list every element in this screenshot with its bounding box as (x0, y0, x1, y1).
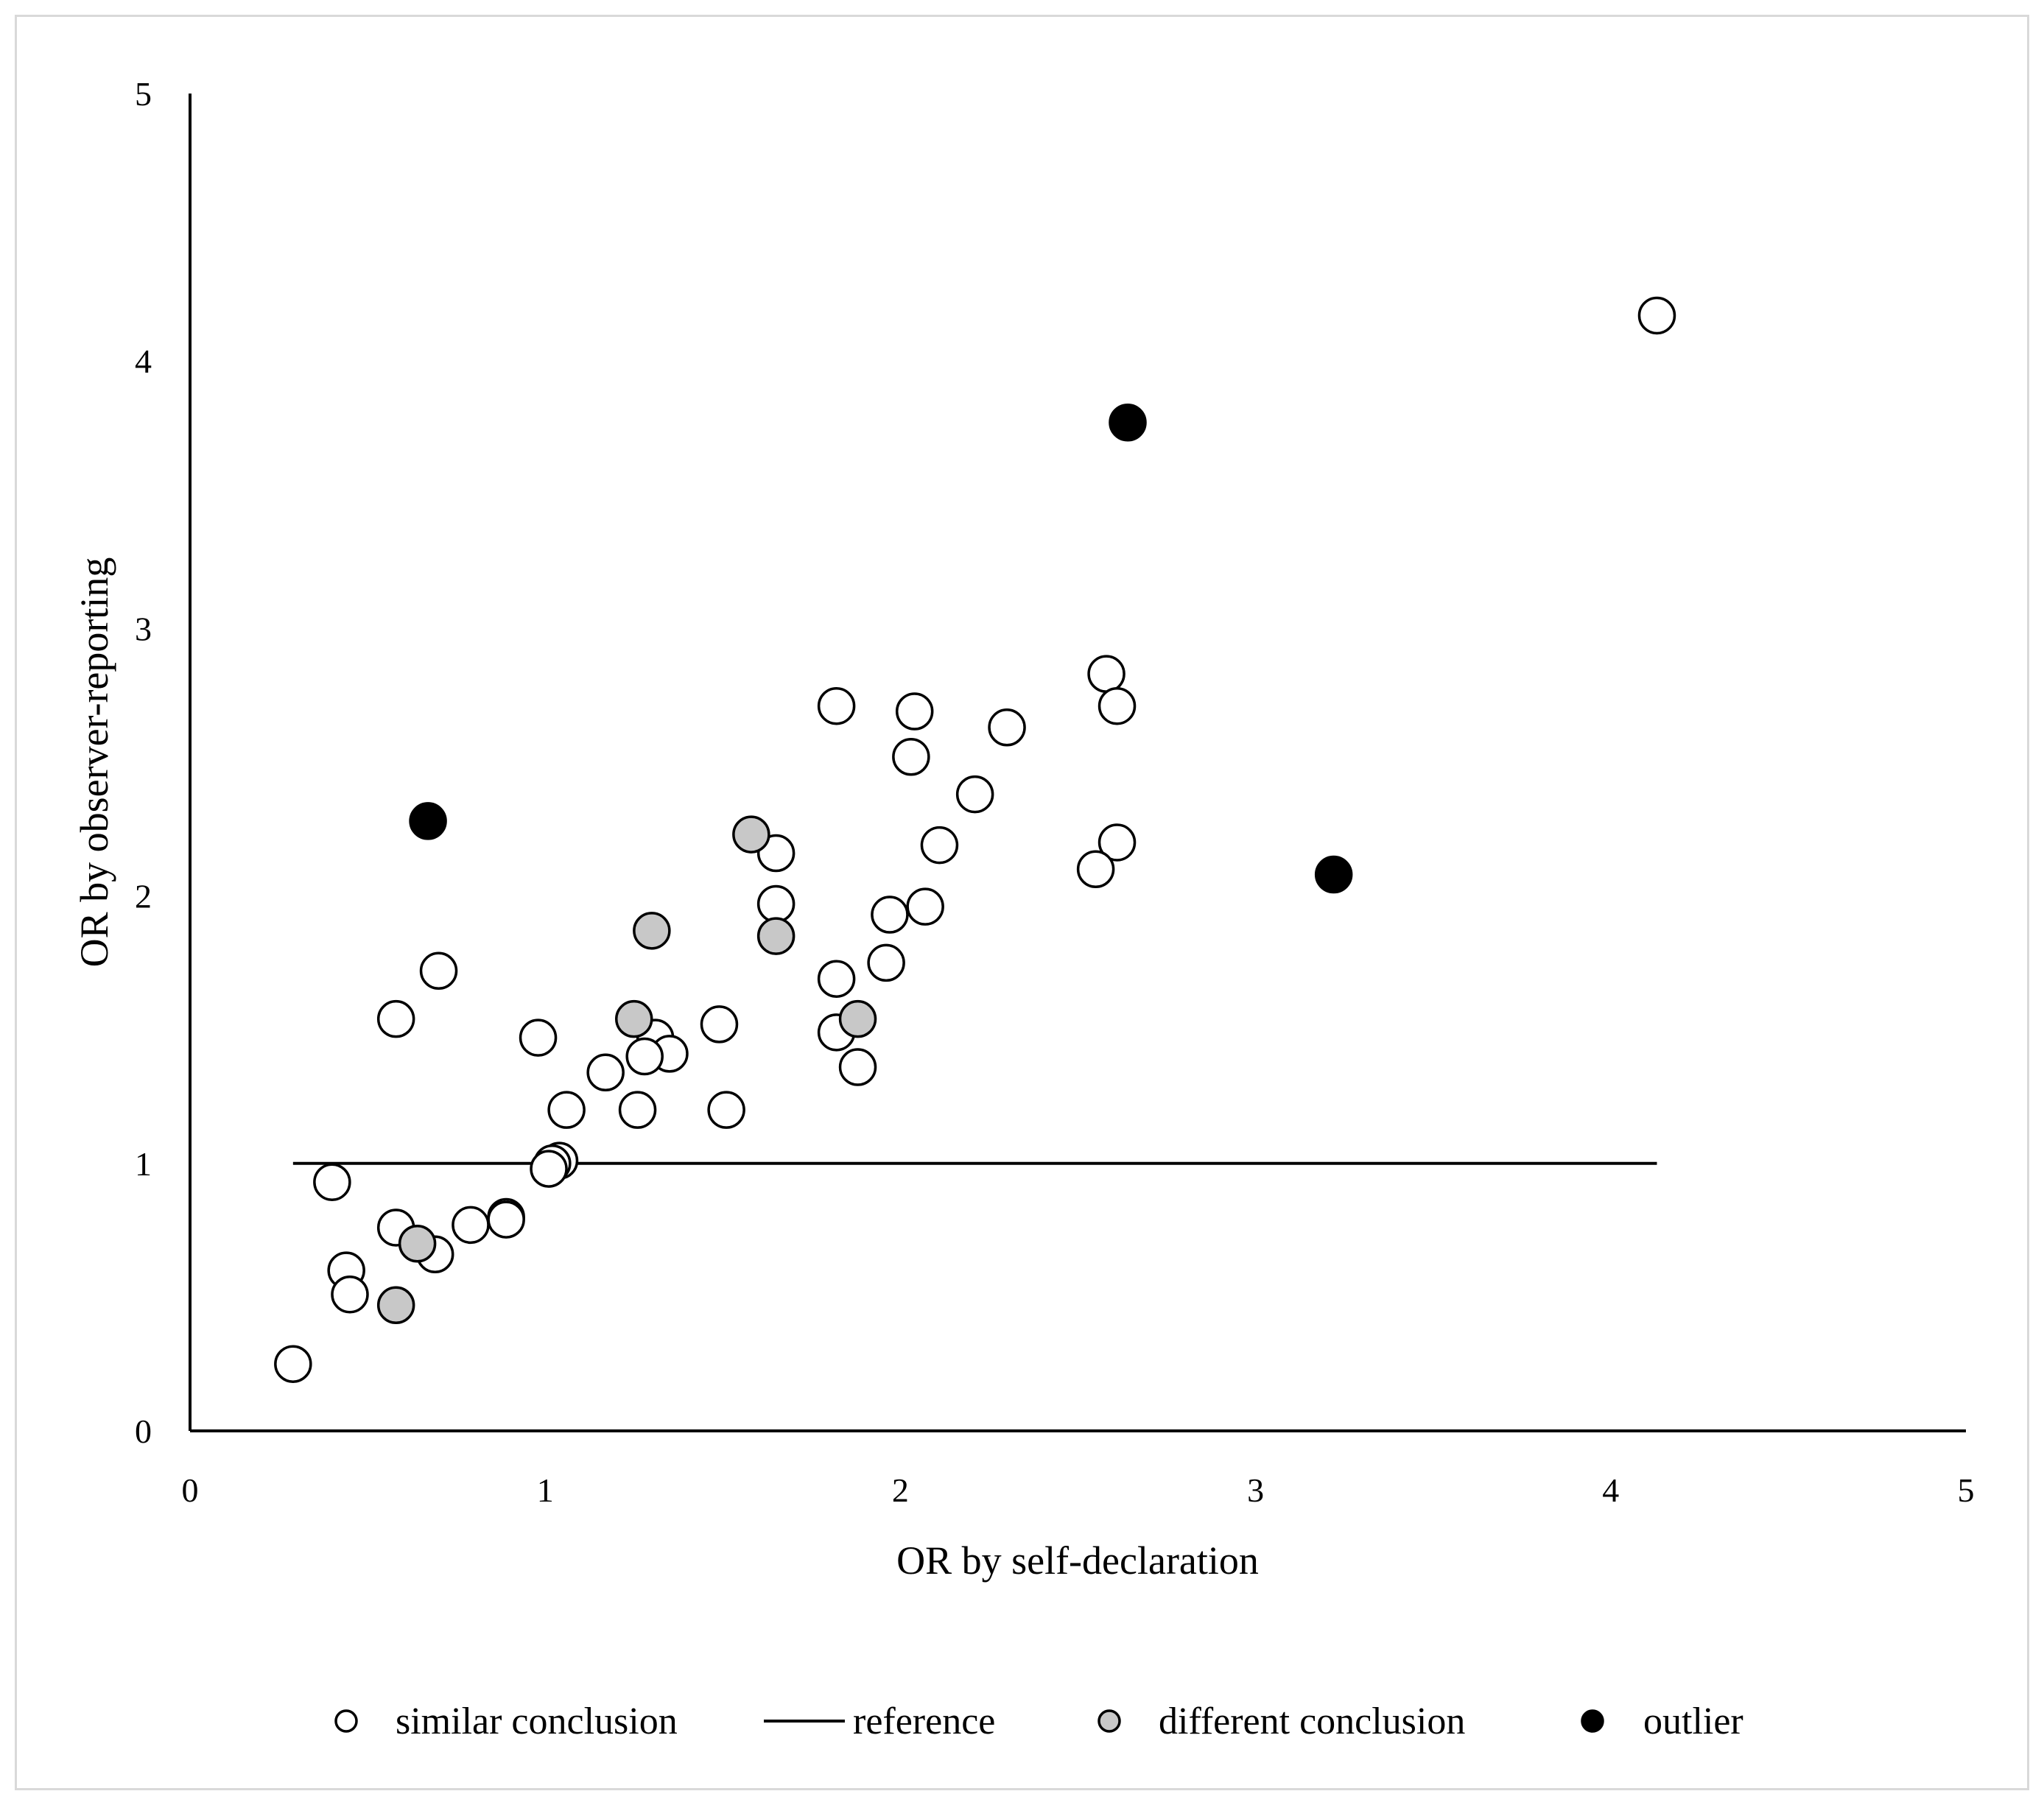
point-different-conclusion (838, 999, 877, 1038)
point-similar-conclusion (871, 896, 909, 934)
axes (189, 94, 1966, 1432)
point-similar-conclusion (920, 826, 959, 865)
point-different-conclusion (376, 1286, 415, 1325)
point-different-conclusion (633, 912, 671, 950)
legend-label-outlier: outlier (1643, 1700, 1743, 1742)
point-similar-conclusion (756, 884, 796, 923)
x-tick-label: 0 (182, 1471, 199, 1509)
x-tick-label: 2 (892, 1471, 909, 1509)
x-tick-label: 3 (1247, 1471, 1264, 1509)
y-axis-title: OR by observer-reporting (72, 557, 116, 968)
point-similar-conclusion (817, 960, 856, 998)
x-axis-title: OR by self-declaration (896, 1538, 1259, 1583)
point-similar-conclusion (1097, 686, 1137, 725)
point-similar-conclusion (519, 1018, 558, 1057)
point-similar-conclusion (313, 1163, 351, 1201)
legend-marker-outlier (1581, 1709, 1604, 1733)
point-different-conclusion (615, 999, 653, 1038)
point-similar-conclusion (376, 999, 415, 1038)
point-different-conclusion (398, 1225, 437, 1263)
point-similar-conclusion (331, 1276, 369, 1314)
point-different-conclusion (732, 815, 770, 854)
point-similar-conclusion (547, 1091, 586, 1129)
point-similar-conclusion (867, 943, 905, 982)
point-similar-conclusion (895, 692, 934, 731)
point-similar-conclusion (419, 951, 458, 991)
x-tick-label: 4 (1602, 1471, 1619, 1509)
legend-marker-similar (334, 1709, 358, 1733)
y-tick-label: 4 (135, 342, 152, 380)
point-similar-conclusion (838, 1048, 877, 1086)
point-similar-conclusion (1637, 296, 1676, 335)
point-similar-conclusion (1076, 850, 1115, 889)
point-similar-conclusion (707, 1091, 745, 1129)
y-tick-labels: 0 1 2 3 4 5 (135, 75, 152, 1450)
point-similar-conclusion (906, 887, 944, 926)
legend-label-similar: similar conclusion (396, 1700, 678, 1742)
point-different-conclusion (756, 917, 796, 955)
y-tick-label: 3 (135, 610, 152, 647)
x-tick-label: 1 (537, 1471, 554, 1509)
y-tick-label: 0 (135, 1412, 152, 1450)
point-similar-conclusion (955, 775, 994, 814)
y-tick-label: 5 (135, 75, 152, 113)
point-outlier (409, 802, 447, 840)
legend: similar conclusion reference different c… (334, 1700, 1743, 1742)
x-tick-labels: 0 1 2 3 4 5 (182, 1471, 1975, 1509)
data-points (274, 296, 1676, 1383)
legend-marker-different (1097, 1709, 1121, 1733)
point-similar-conclusion (988, 708, 1026, 747)
x-tick-label: 5 (1958, 1471, 1975, 1509)
point-outlier (1109, 403, 1147, 442)
y-tick-label: 1 (135, 1145, 152, 1183)
point-outlier (1314, 855, 1353, 894)
y-tick-label: 2 (135, 878, 152, 915)
point-similar-conclusion (1097, 823, 1137, 862)
legend-label-different: different conclusion (1159, 1700, 1465, 1742)
chart-frame (15, 15, 2029, 1790)
point-similar-conclusion (530, 1150, 568, 1188)
point-similar-conclusion (274, 1345, 312, 1383)
point-similar-conclusion (1087, 655, 1125, 693)
point-similar-conclusion (625, 1037, 664, 1076)
legend-label-reference: reference (853, 1700, 995, 1742)
point-similar-conclusion (817, 686, 856, 725)
point-similar-conclusion (586, 1053, 625, 1092)
point-similar-conclusion (892, 737, 930, 776)
point-similar-conclusion (452, 1206, 490, 1245)
point-similar-conclusion (700, 1005, 739, 1044)
point-similar-conclusion (487, 1200, 525, 1239)
point-similar-conclusion (618, 1091, 657, 1129)
